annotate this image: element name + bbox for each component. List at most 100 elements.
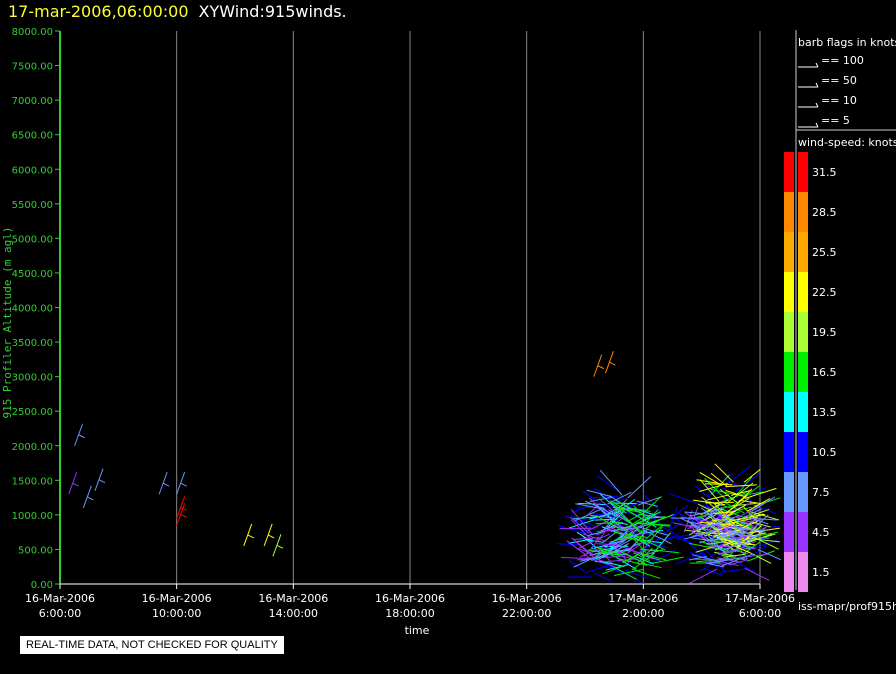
wind-barb [717, 524, 744, 539]
barb-legend-flag [815, 102, 819, 108]
x-tick-date-label: 17-Mar-2006 [608, 592, 678, 605]
x-tick-time-label: 14:00:00 [269, 607, 318, 620]
wind-barb [586, 502, 601, 517]
wind-barb [571, 505, 589, 514]
wind-barb-flag [597, 365, 604, 370]
wind-barb [732, 538, 751, 550]
wind-barb [589, 547, 616, 553]
wind-barb [720, 567, 749, 573]
barb-legend-flag [815, 82, 819, 88]
wind-barb-flag [162, 482, 170, 487]
wind-barb [689, 518, 719, 536]
wind-barb-flag [98, 479, 106, 484]
color-legend-label: 13.5 [812, 406, 837, 419]
wind-barb [699, 540, 728, 551]
wind-barb [724, 525, 756, 529]
dataset-name-label: XYWind:915winds. [198, 2, 347, 21]
wind-barb [650, 556, 684, 565]
wind-barb [696, 558, 725, 563]
color-legend-label: 31.5 [812, 166, 837, 179]
wind-barb [713, 527, 746, 537]
x-tick-date-label: 16-Mar-2006 [375, 592, 445, 605]
wind-barb [749, 538, 781, 543]
wind-barb-flag [78, 434, 85, 439]
timestamp-label: 17-mar-2006,06:00:00 [8, 2, 189, 21]
wind-barb [707, 507, 729, 522]
x-tick-time-label: 18:00:00 [385, 607, 434, 620]
y-tick-label: 5500.00 [12, 200, 53, 211]
wind-barb [751, 496, 776, 512]
y-tick-label: 6000.00 [12, 165, 53, 176]
wind-barb [602, 506, 624, 531]
wind-barb [669, 493, 697, 504]
wind-barb [750, 517, 777, 521]
wind-barb [614, 532, 635, 541]
wind-barb [730, 489, 752, 496]
color-legend-swatch [798, 432, 808, 472]
wind-barb [641, 562, 662, 569]
wind-barb [575, 503, 602, 510]
wind-barb-flag [180, 482, 187, 487]
x-tick-time-label: 2:00:00 [622, 607, 664, 620]
wind-barb [743, 468, 761, 483]
wind-barb [720, 539, 752, 545]
quality-notice: REAL-TIME DATA, NOT CHECKED FOR QUALITY [20, 636, 284, 654]
wind-barb [684, 531, 713, 540]
wind-barb [561, 556, 588, 560]
color-legend-label: 7.5 [812, 486, 830, 499]
wind-barb [684, 512, 709, 530]
wind-barb [713, 530, 740, 539]
wind-barb [612, 498, 636, 516]
wind-barb [610, 500, 636, 516]
wind-barb [739, 499, 762, 505]
wind-barb [557, 524, 587, 535]
wind-barb [566, 540, 588, 557]
wind-barb [746, 550, 772, 564]
wind-barb [575, 507, 605, 522]
wind-barb [602, 566, 622, 575]
color-legend-swatch [798, 312, 808, 352]
wind-barb [594, 518, 618, 521]
wind-barb [706, 560, 726, 566]
wind-barb [595, 515, 622, 531]
wind-barb [610, 530, 634, 549]
wind-barb [690, 537, 724, 544]
wind-barb [707, 494, 730, 501]
wind-barb [626, 535, 648, 544]
color-legend-label: 4.5 [812, 526, 830, 539]
wind-barb [586, 530, 605, 537]
wind-barb [589, 496, 613, 502]
wind-barb [643, 493, 662, 513]
wind-barb [736, 502, 764, 519]
wind-barb [728, 531, 742, 547]
color-legend-bar [784, 512, 794, 552]
y-tick-label: 0.00 [31, 580, 53, 591]
wind-barb [594, 546, 623, 556]
wind-barb [749, 511, 780, 521]
wind-barb [757, 549, 782, 561]
wind-barb [748, 514, 769, 533]
color-legend-swatch [798, 392, 808, 432]
x-tick-time-label: 22:00:00 [502, 607, 551, 620]
wind-barb [643, 496, 662, 514]
color-legend-bar [784, 312, 794, 352]
wind-barb [682, 537, 708, 560]
y-tick-label: 500.00 [18, 545, 53, 556]
x-axis-label: time [405, 624, 430, 637]
wind-barb [717, 492, 748, 504]
wind-barb [615, 499, 635, 511]
wind-barb [723, 501, 753, 516]
color-legend-bar [784, 552, 794, 592]
barb-legend-label: == 100 [821, 54, 864, 67]
wind-barb-flag [180, 506, 187, 511]
wind-barb [664, 527, 692, 544]
wind-barb [671, 504, 689, 519]
x-tick-time-label: 6:00:00 [39, 607, 81, 620]
barb-legend-label: == 5 [821, 114, 850, 127]
wind-barb [719, 488, 739, 504]
wind-barb [574, 541, 595, 558]
x-tick-date-label: 16-Mar-2006 [25, 592, 95, 605]
wind-barb [609, 501, 627, 514]
wind-barb [637, 526, 670, 536]
wind-barb [571, 537, 594, 557]
